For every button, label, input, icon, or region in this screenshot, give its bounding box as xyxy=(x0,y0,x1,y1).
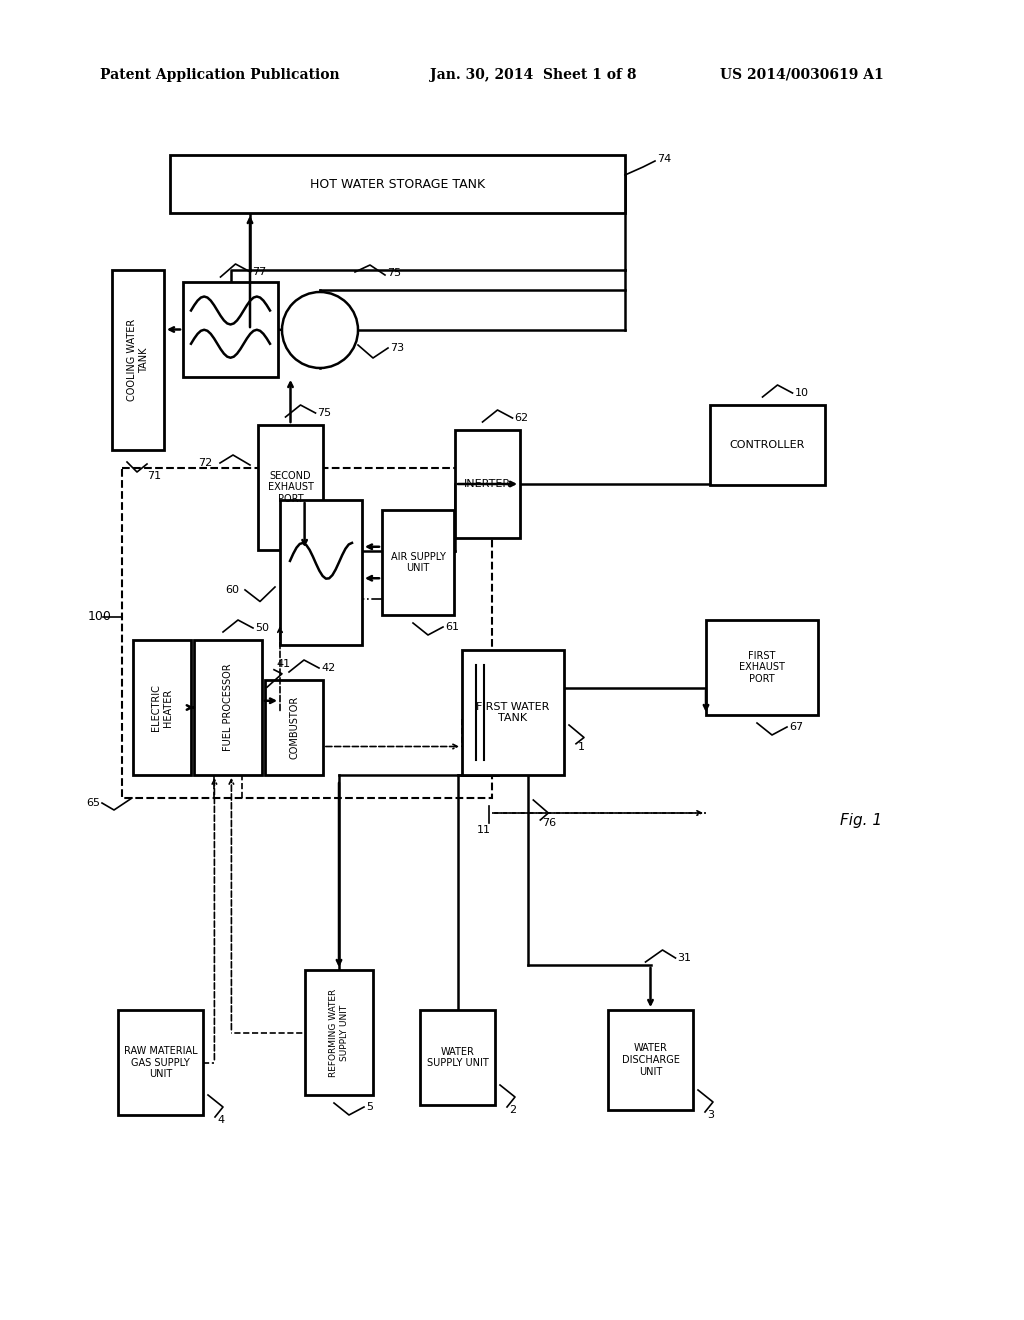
Text: 3: 3 xyxy=(707,1110,714,1119)
Text: 41: 41 xyxy=(276,659,290,669)
Text: 75: 75 xyxy=(387,268,401,279)
Text: REFORMING WATER
SUPPLY UNIT: REFORMING WATER SUPPLY UNIT xyxy=(330,989,349,1077)
Text: WATER
SUPPLY UNIT: WATER SUPPLY UNIT xyxy=(427,1047,488,1068)
Text: Fig. 1: Fig. 1 xyxy=(840,813,882,828)
Text: FIRST
EXHAUST
PORT: FIRST EXHAUST PORT xyxy=(739,651,785,684)
Bar xyxy=(420,1010,495,1105)
Text: 2: 2 xyxy=(509,1105,516,1115)
Text: 74: 74 xyxy=(657,154,672,164)
Text: 72: 72 xyxy=(198,458,212,469)
Text: 42: 42 xyxy=(321,663,335,673)
Text: 67: 67 xyxy=(790,722,803,733)
Text: COOLING WATER
TANK: COOLING WATER TANK xyxy=(127,319,148,401)
Bar xyxy=(112,271,164,450)
Text: 1: 1 xyxy=(578,742,585,752)
Text: 100: 100 xyxy=(88,610,112,623)
Text: FIRST WATER
TANK: FIRST WATER TANK xyxy=(476,702,550,723)
Text: Patent Application Publication: Patent Application Publication xyxy=(100,69,340,82)
Text: 73: 73 xyxy=(390,343,404,352)
Bar xyxy=(382,510,454,615)
Text: 65: 65 xyxy=(86,799,100,808)
Text: RAW MATERIAL
GAS SUPPLY
UNIT: RAW MATERIAL GAS SUPPLY UNIT xyxy=(124,1045,198,1080)
Text: Jan. 30, 2014  Sheet 1 of 8: Jan. 30, 2014 Sheet 1 of 8 xyxy=(430,69,637,82)
Text: ELECTRIC
HEATER: ELECTRIC HEATER xyxy=(152,684,173,731)
Bar xyxy=(122,469,492,799)
Bar xyxy=(194,640,262,775)
Text: INERTER: INERTER xyxy=(464,479,511,488)
Text: 31: 31 xyxy=(678,953,691,964)
Bar xyxy=(118,1010,203,1115)
Text: SECOND
EXHAUST
PORT: SECOND EXHAUST PORT xyxy=(267,471,313,504)
Text: 75: 75 xyxy=(317,408,332,418)
Text: 50: 50 xyxy=(255,623,269,634)
Bar xyxy=(258,425,323,550)
Text: 76: 76 xyxy=(543,818,556,828)
Text: 60: 60 xyxy=(225,585,239,595)
Text: FUEL PROCESSOR: FUEL PROCESSOR xyxy=(223,664,233,751)
Bar xyxy=(462,649,564,775)
Text: 77: 77 xyxy=(253,267,266,277)
Bar xyxy=(133,640,191,775)
Bar xyxy=(305,970,373,1096)
Text: 62: 62 xyxy=(514,413,528,422)
Bar xyxy=(170,154,625,213)
Text: AIR SUPPLY
UNIT: AIR SUPPLY UNIT xyxy=(390,552,445,573)
Text: 61: 61 xyxy=(445,622,459,632)
Circle shape xyxy=(282,292,358,368)
Text: WATER
DISCHARGE
UNIT: WATER DISCHARGE UNIT xyxy=(622,1043,680,1077)
Text: HOT WATER STORAGE TANK: HOT WATER STORAGE TANK xyxy=(310,177,485,190)
Bar xyxy=(183,282,278,378)
Bar xyxy=(608,1010,693,1110)
Bar xyxy=(710,405,825,484)
Text: 5: 5 xyxy=(366,1102,373,1111)
Bar xyxy=(455,430,520,539)
Text: 10: 10 xyxy=(795,388,809,399)
Text: COMBUSTOR: COMBUSTOR xyxy=(289,696,299,759)
Bar xyxy=(706,620,818,715)
Bar xyxy=(265,680,323,775)
Text: 4: 4 xyxy=(217,1115,224,1125)
Bar xyxy=(280,500,362,645)
Text: CONTROLLER: CONTROLLER xyxy=(730,440,805,450)
Text: US 2014/0030619 A1: US 2014/0030619 A1 xyxy=(720,69,884,82)
Text: 11: 11 xyxy=(477,825,490,836)
Text: 71: 71 xyxy=(147,471,161,480)
